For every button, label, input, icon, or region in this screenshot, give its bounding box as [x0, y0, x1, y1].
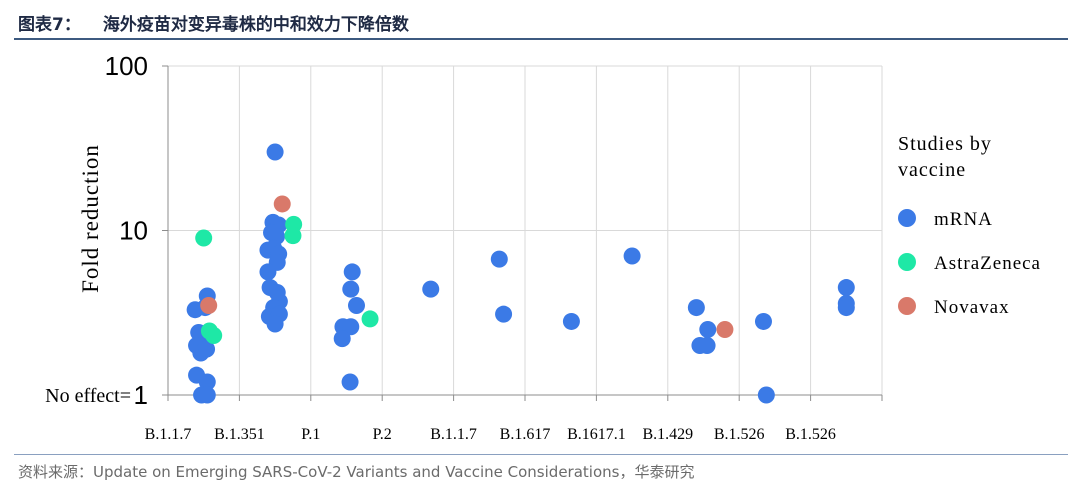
data-point-astrazeneca	[195, 229, 213, 247]
data-point-mrna	[347, 297, 365, 315]
data-point-mrna	[495, 305, 513, 323]
legend-marker-novavax	[898, 297, 916, 315]
legend-label-mrna: mRNA	[934, 209, 993, 230]
legend: Studies by vaccine mRNA AstraZeneca Novavax	[898, 133, 1041, 318]
y-tick-label-100: 100	[105, 51, 148, 81]
data-point-mrna	[757, 386, 775, 404]
data-point-mrna	[341, 373, 359, 391]
legend-marker-astrazeneca	[898, 253, 916, 271]
data-point-mrna	[198, 386, 216, 404]
data-point-mrna	[490, 250, 508, 268]
source-note: 资料来源：Update on Emerging SARS-CoV-2 Varia…	[18, 463, 695, 481]
x-tick-label: B.1.617	[500, 426, 551, 443]
data-point-mrna	[266, 315, 284, 333]
y-tick-label-1: 1	[134, 380, 148, 410]
figure-title-text: 海外疫苗对变异毒株的中和效力下降倍数	[102, 15, 409, 35]
data-point-mrna	[687, 299, 705, 317]
data-point-mrna	[562, 312, 580, 330]
legend-marker-mrna	[898, 209, 916, 227]
data-point-mrna	[422, 280, 440, 298]
legend-title: Studies by	[898, 133, 992, 155]
figure-title: 图表7： 海外疫苗对变异毒株的中和效力下降倍数	[18, 10, 431, 35]
data-point-novavax	[200, 297, 218, 315]
x-tick-label: P.1	[301, 426, 320, 443]
figure-label: 图表7：	[18, 15, 81, 35]
gridlines	[168, 65, 883, 395]
data-point-mrna	[342, 318, 360, 336]
data-point-novavax	[716, 321, 734, 339]
data-point-mrna	[837, 299, 855, 317]
y-tick-label-10: 10	[119, 216, 148, 246]
data-points	[186, 143, 855, 404]
no-effect-label: No effect=	[45, 385, 131, 407]
data-point-novavax	[273, 195, 291, 213]
x-tick-label: B.1.1.7	[145, 426, 192, 443]
data-point-mrna	[837, 279, 855, 297]
y-axis-label: Fold reduction	[78, 144, 103, 293]
data-point-mrna	[754, 312, 772, 330]
x-tick-label: P.2	[373, 426, 392, 443]
data-point-mrna	[198, 373, 216, 391]
legend-label-astrazeneca: AstraZeneca	[934, 253, 1041, 274]
data-point-mrna	[623, 247, 641, 265]
data-point-mrna	[699, 321, 717, 339]
data-point-mrna	[259, 263, 277, 281]
x-tick-label: B.1.526	[785, 426, 836, 443]
data-point-mrna	[698, 336, 716, 354]
legend-title-line2: vaccine	[898, 159, 966, 181]
data-point-mrna	[342, 280, 360, 298]
title-rule	[14, 38, 1068, 40]
data-point-mrna	[266, 143, 284, 161]
data-point-astrazeneca	[361, 310, 379, 328]
legend-label-novavax: Novavax	[934, 297, 1010, 318]
data-point-astrazeneca	[205, 326, 223, 344]
x-tick-label: B.1617.1	[567, 426, 626, 443]
axes: 1 10 100 No effect= Fold reduction B.1.1.7 B.1…	[45, 51, 883, 443]
bottom-rule	[14, 454, 1068, 455]
x-tick-label: B.1.351	[214, 426, 265, 443]
data-point-astrazeneca	[284, 227, 302, 245]
data-point-mrna	[333, 330, 351, 348]
x-tick-label: B.1.1.7	[430, 426, 477, 443]
data-point-mrna	[198, 340, 216, 358]
x-tick-label: B.1.429	[642, 426, 693, 443]
data-point-mrna	[343, 263, 361, 281]
x-tick-label: B.1.526	[714, 426, 765, 443]
